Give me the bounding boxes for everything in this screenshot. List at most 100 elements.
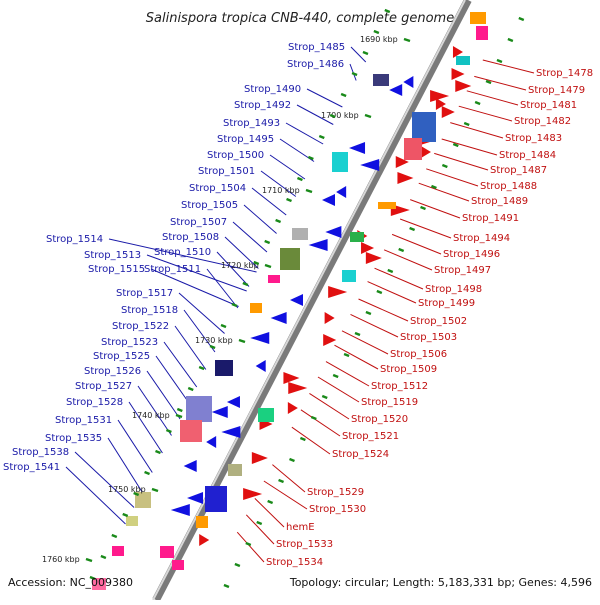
label-connector-reverse — [163, 341, 198, 388]
gene-label-reverse[interactable]: Strop_1486 — [287, 59, 344, 70]
scale-tick — [463, 121, 470, 127]
gene-label-reverse[interactable]: Strop_1500 — [207, 150, 264, 161]
annotation-block — [126, 516, 138, 526]
gene-label-reverse[interactable]: Strop_1541 — [3, 462, 60, 473]
gene-label-reverse[interactable]: Strop_1485 — [288, 42, 345, 53]
scale-tick — [321, 394, 328, 400]
gene-label-forward[interactable]: Strop_1529 — [307, 487, 364, 498]
kbp-tick-label: 1700 kbp — [321, 111, 359, 120]
gene-label-forward[interactable]: Strop_1481 — [520, 100, 577, 111]
gene-label-forward[interactable]: Strop_1478 — [536, 68, 593, 79]
scale-tick — [507, 37, 514, 43]
forward-gene-feature — [452, 46, 463, 58]
gene-label-forward[interactable]: Strop_1487 — [490, 165, 547, 176]
gene-label-forward[interactable]: Strop_1534 — [266, 557, 323, 568]
gene-label-reverse[interactable]: Strop_1493 — [223, 118, 280, 129]
reverse-gene-feature — [255, 360, 266, 372]
forward-gene-feature — [251, 452, 268, 464]
gene-label-reverse[interactable]: Strop_1517 — [116, 288, 173, 299]
gene-label-reverse[interactable]: Strop_1504 — [189, 183, 246, 194]
gene-label-reverse[interactable]: Strop_1511 — [144, 264, 201, 275]
label-connector-reverse — [117, 419, 153, 473]
gene-label-reverse[interactable]: Strop_1531 — [55, 415, 112, 426]
gene-label-reverse[interactable]: Strop_1492 — [234, 100, 291, 111]
gene-label-reverse[interactable]: Strop_1527 — [75, 381, 132, 392]
gene-label-reverse[interactable]: Strop_1514 — [46, 234, 103, 245]
gene-label-forward[interactable]: Strop_1512 — [371, 381, 428, 392]
gene-label-reverse[interactable]: Strop_1523 — [101, 337, 158, 348]
kbp-tick-mark — [403, 37, 411, 43]
gene-label-forward[interactable]: Strop_1483 — [505, 133, 562, 144]
label-connector-forward — [482, 59, 535, 74]
gene-label-reverse[interactable]: Strop_1522 — [112, 321, 169, 332]
label-connector-forward — [358, 298, 409, 322]
annotation-block — [180, 420, 202, 442]
kbp-tick-mark — [85, 557, 93, 563]
reverse-gene-feature — [250, 332, 270, 344]
kbp-tick-mark — [264, 263, 272, 269]
scale-tick — [485, 79, 492, 85]
label-connector-reverse — [350, 46, 367, 63]
gene-label-forward[interactable]: Strop_1491 — [462, 213, 519, 224]
label-connector-forward — [245, 514, 275, 545]
scale-tick — [340, 92, 347, 98]
scale-tick — [231, 302, 238, 308]
gene-label-reverse[interactable]: Strop_1515 — [88, 264, 145, 275]
gene-label-forward[interactable]: Strop_1494 — [453, 233, 510, 244]
gene-label-reverse[interactable]: Strop_1501 — [198, 166, 255, 177]
gene-label-forward[interactable]: Strop_1482 — [514, 116, 571, 127]
scale-tick — [242, 281, 249, 287]
label-connector-reverse — [65, 466, 126, 525]
label-connector-reverse — [128, 401, 163, 454]
kbp-tick-label: 1710 kbp — [262, 186, 300, 195]
gene-label-reverse[interactable]: Strop_1505 — [181, 200, 238, 211]
label-connector-forward — [426, 168, 479, 187]
gene-label-forward[interactable]: Strop_1503 — [400, 332, 457, 343]
gene-label-reverse[interactable]: Strop_1518 — [121, 305, 178, 316]
scale-tick — [278, 478, 285, 484]
gene-label-reverse[interactable]: Strop_1495 — [217, 134, 274, 145]
gene-label-reverse[interactable]: Strop_1513 — [84, 250, 141, 261]
gene-label-forward[interactable]: Strop_1498 — [425, 284, 482, 295]
scale-tick — [264, 239, 271, 245]
gene-label-forward[interactable]: Strop_1497 — [434, 265, 491, 276]
gene-label-forward[interactable]: Strop_1496 — [443, 249, 500, 260]
gene-label-forward[interactable]: Strop_1520 — [351, 414, 408, 425]
gene-label-forward[interactable]: Strop_1524 — [332, 449, 389, 460]
label-connector-reverse — [108, 238, 257, 273]
gene-label-reverse[interactable]: Strop_1528 — [66, 397, 123, 408]
gene-label-forward[interactable]: Strop_1499 — [418, 298, 475, 309]
annotation-block — [412, 112, 436, 142]
label-connector-forward — [410, 199, 461, 219]
scale-tick — [310, 415, 317, 421]
label-connector-reverse — [260, 170, 297, 197]
gene-label-reverse[interactable]: Strop_1535 — [45, 433, 102, 444]
gene-label-reverse[interactable]: Strop_1510 — [154, 247, 211, 258]
gene-label-forward[interactable]: Strop_1521 — [342, 431, 399, 442]
gene-label-reverse[interactable]: Strop_1525 — [93, 351, 150, 362]
scale-tick — [144, 470, 151, 476]
label-connector-reverse — [243, 204, 277, 234]
scale-tick — [89, 575, 96, 581]
gene-label-forward[interactable]: Strop_1488 — [480, 181, 537, 192]
gene-label-forward[interactable]: Strop_1502 — [410, 316, 467, 327]
gene-label-forward[interactable]: Strop_1479 — [528, 85, 585, 96]
gene-label-forward[interactable]: Strop_1533 — [276, 539, 333, 550]
gene-label-reverse[interactable]: Strop_1507 — [170, 217, 227, 228]
gene-label-forward[interactable]: Strop_1506 — [390, 349, 447, 360]
gene-label-forward[interactable]: Strop_1509 — [380, 364, 437, 375]
gene-label-reverse[interactable]: Strop_1508 — [162, 232, 219, 243]
gene-label-reverse[interactable]: Strop_1490 — [244, 84, 301, 95]
gene-label-reverse[interactable]: Strop_1538 — [12, 447, 69, 458]
gene-label-reverse[interactable]: Strop_1526 — [84, 366, 141, 377]
label-connector-reverse — [174, 325, 207, 370]
scale-tick — [111, 533, 118, 539]
label-connector-forward — [272, 464, 306, 493]
gene-label-forward[interactable]: Strop_1489 — [471, 196, 528, 207]
annotation-block — [456, 56, 470, 65]
gene-label-forward[interactable]: hemE — [286, 522, 315, 533]
gene-label-forward[interactable]: Strop_1530 — [309, 504, 366, 515]
gene-label-forward[interactable]: Strop_1519 — [361, 397, 418, 408]
gene-label-forward[interactable]: Strop_1484 — [499, 150, 556, 161]
label-connector-reverse — [137, 385, 172, 436]
